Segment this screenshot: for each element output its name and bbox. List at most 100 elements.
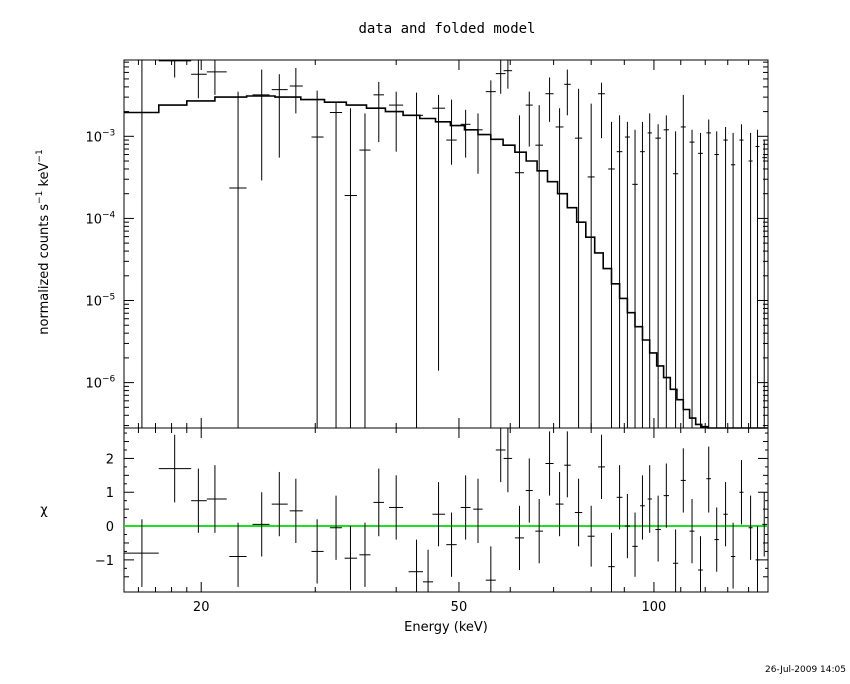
residual-point [608, 532, 615, 592]
data-point [587, 103, 595, 428]
y-tick-label: 10 [85, 295, 102, 310]
chart-title: data and folded model [358, 21, 535, 37]
residual-point [762, 492, 768, 557]
data-point [408, 92, 423, 428]
residual-point [252, 492, 270, 557]
data-point [460, 109, 471, 158]
residual-point [289, 478, 303, 543]
residual-point [473, 478, 483, 543]
data-point [755, 129, 760, 428]
data-point [564, 69, 571, 116]
data-point [647, 113, 652, 428]
data-point [359, 113, 371, 428]
data-point [574, 88, 583, 428]
data-point [344, 108, 358, 428]
data-point [714, 131, 719, 428]
residual-point [460, 475, 471, 540]
data-point [555, 108, 564, 428]
residual-point [632, 512, 638, 577]
data-point [514, 115, 524, 428]
data-point [632, 129, 638, 428]
residual-point [503, 428, 513, 493]
data-point [124, 60, 159, 428]
timestamp-label: 26-Jul-2009 14:05 [765, 665, 846, 675]
residual-point [640, 475, 645, 540]
residual-point [191, 468, 207, 533]
residual-point [545, 431, 554, 496]
y-label-part-1: normalized counts s [37, 204, 52, 335]
data-point [432, 94, 446, 371]
residual-panel: 20 50 100 2 1 0 −1 [95, 427, 769, 615]
residual-point [373, 468, 384, 537]
residual-point [723, 482, 728, 547]
data-point [158, 60, 192, 78]
data-point [598, 82, 605, 139]
data-point [373, 81, 384, 143]
data-point [723, 126, 728, 428]
residual-point [574, 478, 583, 547]
x-axis-label: Energy (keV) [404, 620, 488, 635]
data-point [229, 91, 247, 428]
residual-point [663, 463, 670, 528]
residual-point [655, 495, 661, 562]
residual-point [647, 465, 652, 533]
residual-point [598, 434, 605, 500]
residual-point [446, 512, 457, 577]
residual-point [680, 448, 686, 513]
residual-point [624, 493, 630, 559]
residual-point [311, 519, 324, 584]
data-point [680, 94, 686, 428]
residual-point [408, 539, 423, 592]
residual-point [706, 446, 712, 513]
residual-point [485, 546, 496, 592]
y-tick-label: 0 [106, 520, 114, 535]
residual-point [422, 549, 434, 592]
residual-point [344, 526, 358, 591]
y-axis-label-upper: normalized counts s−1 keV−1 [35, 149, 52, 334]
data-point [663, 115, 670, 428]
data-point [748, 132, 753, 428]
data-point [689, 129, 695, 428]
data-point [191, 60, 207, 99]
residual-point [206, 465, 227, 533]
residual-point [564, 431, 571, 498]
data-point [739, 124, 744, 428]
data-point [624, 121, 630, 428]
data-point [473, 113, 483, 174]
residual-point [525, 458, 533, 523]
data-point [495, 60, 506, 94]
data-point [389, 91, 404, 152]
data-point [446, 99, 457, 165]
residual-point [535, 499, 543, 564]
data-point [762, 140, 768, 428]
data-point [271, 74, 288, 158]
residual-point [672, 529, 679, 592]
data-point [640, 121, 645, 428]
data-point [672, 131, 679, 428]
data-point [545, 77, 554, 122]
lower-frame [123, 427, 769, 593]
residual-point [698, 536, 703, 592]
y-label-sup-2: −1 [35, 149, 45, 162]
residual-point [689, 499, 695, 564]
y-tick-label: −1 [95, 554, 114, 569]
data-point [616, 115, 623, 428]
data-point [655, 124, 661, 428]
data-point [698, 132, 703, 428]
y-tick-label: 10 [85, 212, 102, 227]
residual-point [124, 519, 159, 587]
data-point [730, 132, 736, 428]
residual-point [555, 471, 564, 537]
y-tick-label: 1 [106, 486, 114, 501]
x-tick-label: 20 [193, 600, 210, 615]
data-point [503, 60, 513, 89]
residual-point [229, 522, 247, 587]
data-point [706, 119, 712, 428]
residual-point [755, 526, 760, 592]
y-tick-label: 2 [106, 452, 114, 467]
residual-point [389, 475, 404, 540]
y-tick-label: 10 [85, 377, 102, 392]
y-tick-label: 10 [85, 130, 102, 145]
y-tick-exponent: −6 [102, 375, 116, 385]
